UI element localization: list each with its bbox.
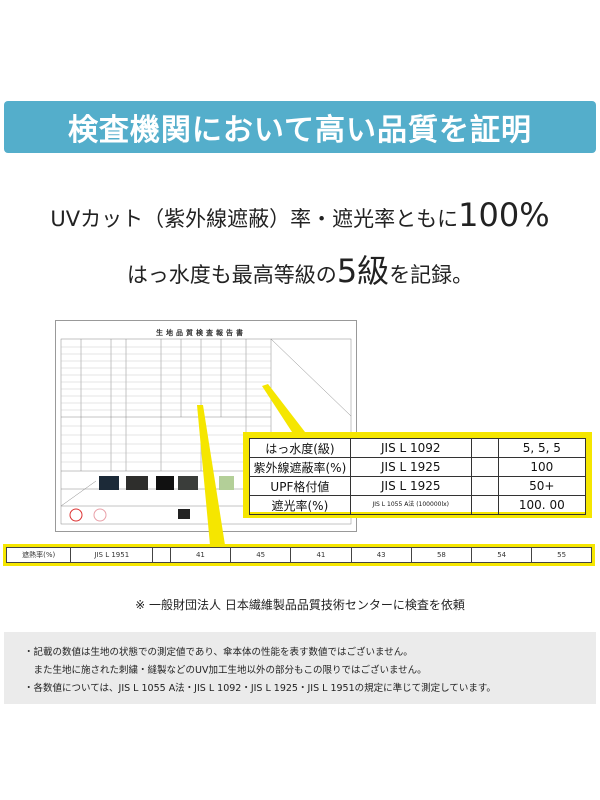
strip-value: 41 [290, 547, 352, 563]
strip-value: 58 [410, 547, 473, 563]
row-value: 5, 5, 5 [497, 438, 587, 458]
row-blank [470, 457, 499, 477]
row-item: はっ水度(級) [249, 438, 351, 458]
results-table: はっ水度(級) JIS L 1092 5, 5, 5 紫外線遮蔽率(%) JIS… [249, 438, 587, 515]
table-row: はっ水度(級) JIS L 1092 5, 5, 5 [249, 438, 587, 458]
lead-line-1: UVカット（紫外線遮蔽）率・遮光率ともに100% [0, 196, 600, 234]
row-method: JIS L 1925 [349, 476, 472, 496]
row-blank [470, 495, 499, 515]
connector-callout [262, 384, 305, 432]
inspection-footnote: ※ 一般財団法人 日本繊維製品品質技術センターに検査を依頼 [135, 598, 465, 612]
row-value: 100 [497, 457, 587, 477]
row-item: 遮光率(%) [249, 495, 351, 515]
header-banner: 検査機関において高い品質を証明 [4, 101, 596, 153]
page-title: 検査機関において高い品質を証明 [67, 113, 533, 148]
table-row: UPF格付値 JIS L 1925 50+ [249, 476, 587, 496]
table-row: 遮光率(%) JIS L 1055 A法 (100000lx) 100. 00 [249, 495, 587, 515]
table-row: 紫外線遮蔽率(%) JIS L 1925 100 [249, 457, 587, 477]
table-row: 遮熱率(%) JIS L 1951 41 45 41 43 58 54 55 [5, 547, 592, 563]
strip-method: JIS L 1951 [70, 547, 154, 563]
row-value: 50+ [497, 476, 587, 496]
lead-line-2-suffix: を記録。 [389, 263, 474, 287]
row-method: JIS L 1925 [349, 457, 472, 477]
lead-line-1-text: UVカット（紫外線遮蔽）率・遮光率ともに [50, 207, 459, 231]
lead-line-2-prefix: はっ水度も最高等級の [126, 263, 337, 287]
report-title: 生地品質検査報告書 [156, 329, 246, 337]
disclaimer-line: ・記載の数値は生地の状態での測定値であり、傘本体の性能を表す数値ではございません… [24, 647, 413, 658]
row-method: JIS L 1055 A法 (100000lx) [349, 495, 472, 515]
row-item: 紫外線遮蔽率(%) [249, 457, 351, 477]
disclaimer-box: ・記載の数値は生地の状態での測定値であり、傘本体の性能を表す数値ではございません… [4, 632, 596, 704]
heat-shield-table: 遮熱率(%) JIS L 1951 41 45 41 43 58 54 55 [5, 547, 592, 563]
strip-value: 45 [230, 547, 292, 563]
fabric-swatches [99, 476, 234, 490]
disclaimer-line: また生地に施された刺繍・縫製などのUV加工生地以外の部分もこの限りではございませ… [24, 665, 427, 676]
strip-value: 43 [350, 547, 412, 563]
strip-value: 54 [471, 547, 533, 563]
row-method: JIS L 1092 [349, 438, 472, 458]
heat-shield-strip: 遮熱率(%) JIS L 1951 41 45 41 43 58 54 55 [3, 544, 595, 566]
connector-strip [197, 405, 225, 545]
row-blank [470, 476, 499, 496]
lead-line-2: はっ水度も最高等級の5級を記録。 [0, 246, 600, 292]
strip-blank [152, 547, 171, 563]
disclaimer-line: ・各数値については、JIS L 1055 A法・JIS L 1092・JIS L… [24, 683, 496, 694]
lead-line-1-emphasis: 100% [458, 196, 550, 234]
row-item: UPF格付値 [249, 476, 351, 496]
lead-line-2-emphasis: 5級 [336, 252, 390, 290]
strip-value: 41 [169, 547, 232, 563]
row-blank [470, 438, 499, 458]
strip-item: 遮熱率(%) [5, 547, 72, 563]
row-value: 100. 00 [497, 495, 587, 515]
strip-value: 55 [531, 547, 592, 563]
results-callout: はっ水度(級) JIS L 1092 5, 5, 5 紫外線遮蔽率(%) JIS… [243, 432, 592, 518]
